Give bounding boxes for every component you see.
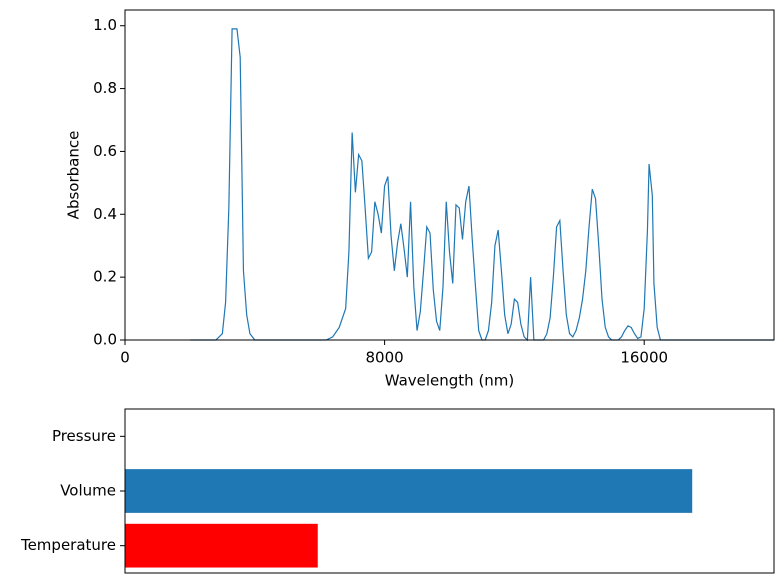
y-tick-label: 0.8 (93, 79, 117, 97)
axes-frame (124, 9, 775, 341)
axes-frame (124, 408, 775, 574)
x-axis-label: Wavelength (nm) (385, 372, 515, 390)
y-tick-label: 1.0 (93, 16, 117, 34)
bar (125, 523, 318, 568)
y-tick-label: 0.2 (93, 268, 117, 286)
y-tick-label: Volume (60, 482, 116, 500)
y-tick-label: Pressure (52, 427, 116, 445)
bar (125, 469, 693, 513)
y-tick-label: 0.4 (93, 205, 117, 223)
x-tick-label: 8000 (366, 349, 404, 367)
x-tick-label: 0 (120, 349, 130, 367)
y-tick-label: 0.0 (93, 331, 117, 349)
y-tick-label: Temperature (20, 536, 116, 554)
y-tick-label: 0.6 (93, 142, 117, 160)
y-axis-label: Absorbance (65, 131, 83, 220)
data-line (189, 28, 774, 342)
x-tick-label: 16000 (620, 349, 668, 367)
